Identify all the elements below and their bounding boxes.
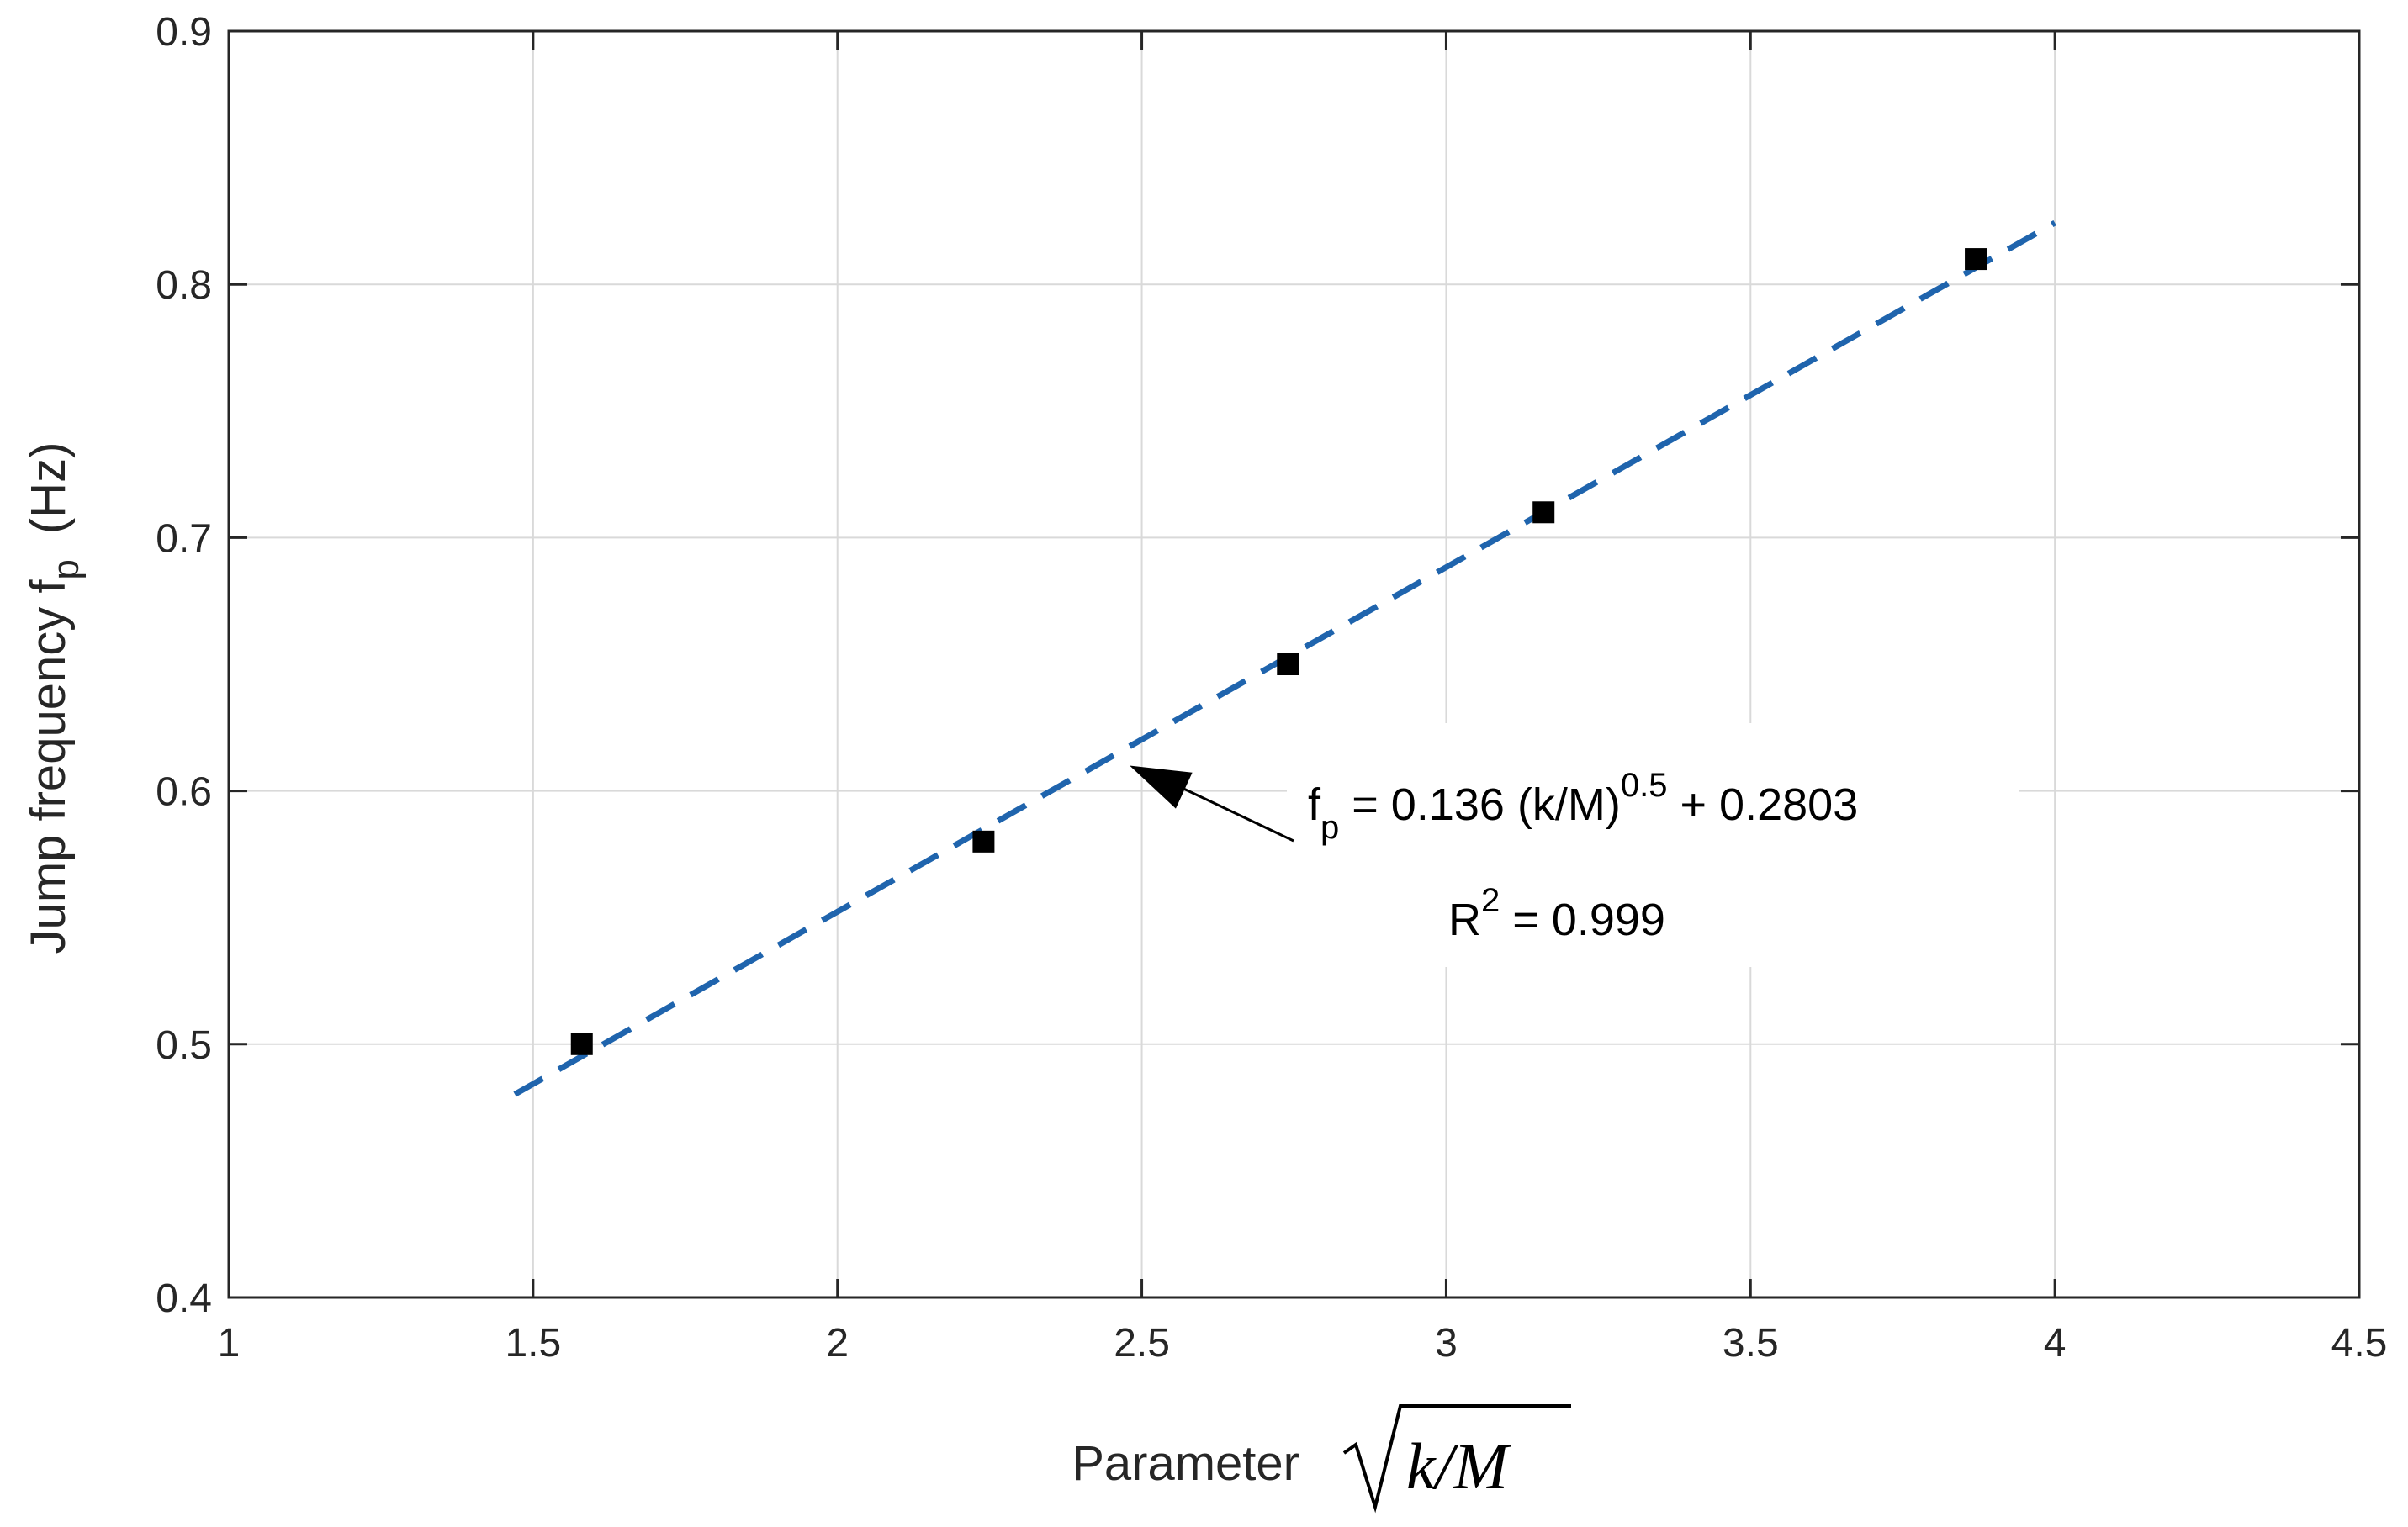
x-tick-label: 2 <box>826 1321 849 1366</box>
x-tick-label: 1 <box>218 1321 241 1366</box>
x-axis-label: Parameter <box>1072 1436 1299 1491</box>
arrow-shaft <box>1162 778 1294 843</box>
x-tick-label: 4.5 <box>2331 1321 2388 1366</box>
x-tick-label: 3 <box>1435 1321 1458 1366</box>
r2-prefix: R <box>1448 895 1481 945</box>
y-tick-label: 0.7 <box>156 516 212 561</box>
y-tick-label: 0.5 <box>156 1023 212 1068</box>
data-point <box>1277 653 1299 675</box>
data-point <box>1965 248 1987 271</box>
y-tick-label: 0.9 <box>156 10 212 55</box>
sqrt-symbol <box>1342 1404 1571 1514</box>
data-point <box>1532 501 1555 524</box>
eq-lhs-sub: p <box>1320 809 1339 846</box>
r2-rhs: = 0.999 <box>1500 895 1665 945</box>
ticks <box>227 29 2361 1299</box>
y-label-unit: (Hz) <box>21 442 76 535</box>
y-label-main: Jump frequency f <box>21 579 76 954</box>
eq-mid: = 0.136 (k/M) <box>1339 779 1621 830</box>
eq-lhs: f <box>1308 779 1321 830</box>
y-axis-label: Jump frequency fp (Hz) <box>21 442 87 954</box>
data-point <box>972 830 995 853</box>
eq-rhs: + 0.2803 <box>1668 779 1859 830</box>
y-tick-labels: 0.4 0.5 0.6 0.7 0.8 0.9 <box>156 10 212 1321</box>
data-point <box>570 1033 593 1055</box>
r2-exp: 2 <box>1481 882 1500 919</box>
eq-exp: 0.5 <box>1621 767 1668 804</box>
y-tick-label: 0.6 <box>156 770 212 815</box>
y-tick-label: 0.8 <box>156 263 212 308</box>
x-tick-label: 4 <box>2044 1321 2067 1366</box>
annotation-background <box>1287 723 2019 967</box>
annotation-arrow <box>1130 765 1294 843</box>
fit-equation: fp = 0.136 (k/M)0.5 + 0.2803 <box>1308 767 1858 846</box>
x-tick-label: 3.5 <box>1723 1321 1779 1366</box>
y-label-sub: p <box>45 559 87 579</box>
x-tick-label: 1.5 <box>505 1321 561 1366</box>
x-tick-label: 2.5 <box>1114 1321 1170 1366</box>
data-points <box>570 248 1987 1055</box>
x-tick-labels: 1 1.5 2 2.5 3 3.5 4 4.5 <box>218 1321 2388 1366</box>
r-squared: R2 = 0.999 <box>1448 882 1665 945</box>
arrow-head <box>1130 765 1193 809</box>
x-axis-math: k/M <box>1406 1429 1511 1503</box>
axes-box <box>227 29 2361 1299</box>
y-tick-label: 0.4 <box>156 1276 212 1321</box>
